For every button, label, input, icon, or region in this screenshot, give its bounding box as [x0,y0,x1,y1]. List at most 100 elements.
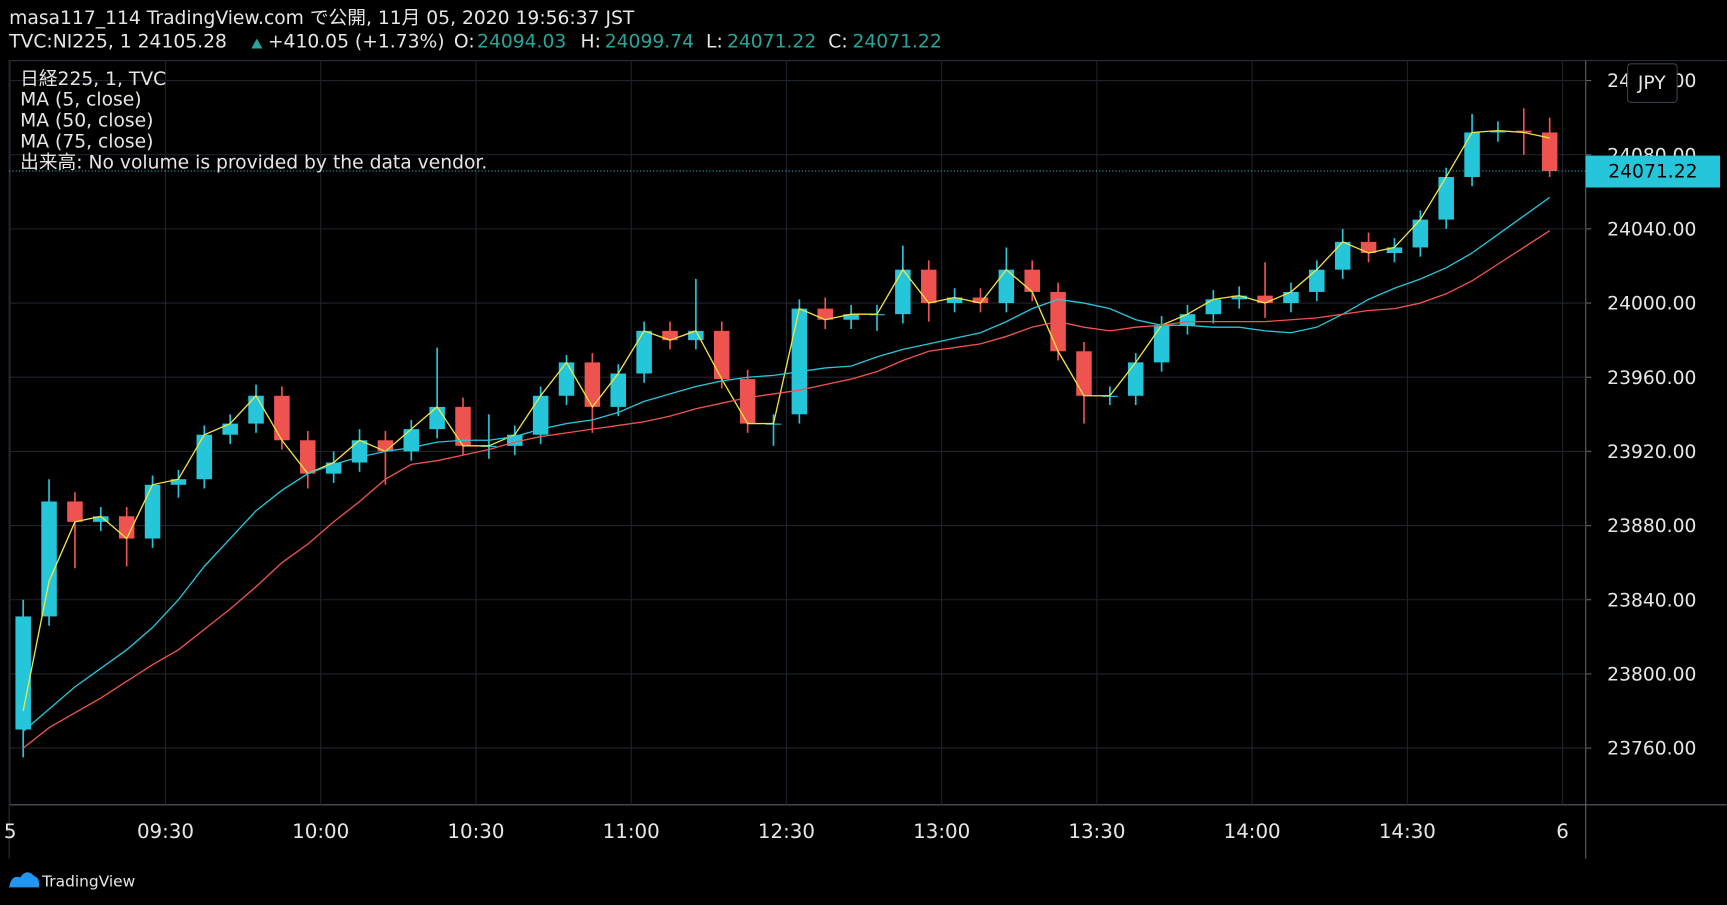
candle-body [429,406,445,430]
last-price-box [1585,155,1721,188]
candle-body [15,616,31,730]
candle-body [1179,314,1196,326]
candle-body [791,308,808,415]
brand-logo [9,872,40,888]
y-tick-label: 23760.00 [1607,739,1696,760]
x-tick-label: 12:30 [758,820,815,843]
candle-body [662,330,678,341]
candle-body [377,440,394,452]
candle-body [817,308,834,320]
legend-entry: MA (75, close) [20,132,153,153]
candle-body [1334,241,1351,270]
candle-body [972,297,989,304]
candle-body [1386,247,1403,253]
change: +410.05 (+1.73%) [268,31,445,52]
candle-body [67,501,83,522]
candle-body [1127,362,1144,396]
brand-name: TradingView [41,872,135,890]
up-arrow-icon [251,38,263,49]
symbol-info: TVC:NI225, 1 24105.28 [8,31,227,52]
candle-body [1309,269,1325,292]
candle-body [1438,176,1454,220]
candle-body [1257,295,1273,304]
y-tick-label: 24040.00 [1607,219,1696,240]
candle-body [248,395,264,424]
legend-symbol: 日経225, 1, TVC [20,69,166,90]
low-label: L: [706,31,723,52]
y-tick-label: 23880.00 [1607,516,1696,537]
candle-body [739,379,756,424]
candle-body [144,484,161,539]
y-tick-label: 23960.00 [1607,368,1696,389]
candle-body [507,434,523,446]
candle-body [403,429,420,452]
high-value: 24099.74 [605,31,694,52]
open-value: 24094.03 [477,31,566,52]
unit-box [1627,63,1678,103]
candle-body [610,373,627,407]
volume-note: 出来高: No volume is provided by the data v… [20,152,487,173]
unit-label: JPY [1637,73,1666,94]
x-tick-label: 13:00 [913,820,970,843]
candle-body [584,362,601,407]
candle-body [998,269,1015,304]
candle-body [1231,295,1247,300]
candle-body [196,434,213,480]
low-value: 24071.22 [727,31,816,52]
x-tick-label: 5 [4,820,17,843]
candle-body [688,330,704,341]
candle-body [1360,241,1377,253]
candle-body [946,297,963,304]
candle-body [1541,132,1558,171]
candle-body [300,440,316,474]
candle-body [1464,132,1480,177]
ma-line [22,196,1551,732]
candle-body [351,440,368,463]
candle-body [1153,325,1170,363]
candle-body [41,501,57,617]
candle-body [1283,291,1299,304]
x-tick-label: 10:30 [447,820,504,843]
candle-body [325,462,342,474]
x-tick-label: 13:30 [1068,820,1125,843]
y-tick-label: 23800.00 [1607,665,1696,686]
x-tick-label: 11:00 [603,820,660,843]
ma-line [22,129,1550,712]
high-label: H: [581,31,601,52]
publish-info: masa117_114 TradingView.com で公開, 11月 05,… [9,8,635,29]
candle-body [532,395,549,435]
candle-body [1205,299,1222,315]
candle-body [1490,130,1506,133]
candle-body [93,516,109,522]
candle-body [895,269,911,315]
candle-body [170,479,187,485]
close-label: C: [828,31,847,52]
close-value: 24071.22 [852,31,941,52]
candle-body [455,406,471,446]
ma-line [22,230,1551,749]
candle-body [843,314,859,320]
candle-body [1412,219,1429,248]
x-tick-label: 14:00 [1224,820,1281,843]
legend-entry: MA (5, close) [20,90,141,111]
open-label: O: [454,31,475,52]
candle-body [713,330,730,380]
candle-body [1076,351,1092,396]
x-tick-label: 6 [1556,820,1569,843]
y-tick-label: 23920.00 [1607,442,1696,463]
candle-body [274,395,290,441]
x-tick-label: 10:00 [292,820,349,843]
candle-body [222,423,238,435]
legend: 日経225, 1, TVC MA (5, close) MA (50, clos… [20,69,487,174]
x-tick-label: 09:30 [137,820,194,843]
legend-entry: MA (50, close) [20,111,153,132]
candle-body [636,330,652,374]
candle-body [1024,269,1040,292]
y-tick-label: 23840.00 [1607,590,1696,611]
x-tick-label: 14:30 [1379,820,1436,843]
candle-body [118,516,135,539]
candle-body [558,362,575,396]
last-price-label: 24071.22 [1608,162,1697,183]
